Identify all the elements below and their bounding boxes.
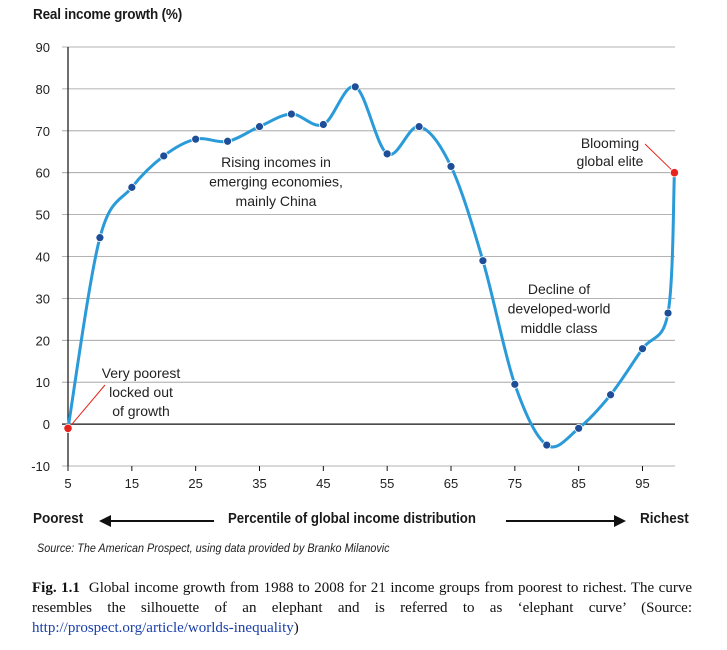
annotation-text: Decline of developed-world middle class	[508, 281, 611, 336]
y-axis-title: Real income growth (%)	[33, 6, 183, 23]
annotation-line: locked out	[109, 384, 173, 400]
x-tick-label: 35	[252, 476, 266, 491]
data-point	[542, 440, 552, 450]
richest-label: Richest	[640, 510, 689, 527]
data-point	[318, 120, 328, 129]
caption-text: Global income growth from 1988 to 2008 f…	[32, 580, 692, 616]
y-tick-label: 60	[36, 166, 50, 181]
source-link[interactable]: http://prospect.org/article/worlds-inequ…	[32, 620, 294, 636]
figure-caption: Fig. 1.1 Global income growth from 1988 …	[32, 578, 692, 638]
data-point	[127, 182, 137, 192]
figure-label: Fig. 1.1	[32, 580, 80, 596]
data-point	[95, 233, 105, 243]
x-tick-label: 5	[64, 476, 71, 491]
annotation-line: global elite	[577, 153, 644, 169]
data-point	[606, 390, 615, 400]
data-point	[382, 149, 392, 159]
x-tick-labels: 5 15 25 35 45 55 65 75 85 95	[64, 466, 650, 491]
annotations: Very poorest locked out of growth Rising in…	[102, 135, 644, 419]
data-point	[574, 423, 584, 433]
data-point	[191, 134, 201, 144]
y-tick-label: 10	[36, 375, 50, 390]
data-point	[414, 122, 424, 132]
data-point	[159, 151, 169, 161]
data-point	[287, 109, 296, 119]
y-tick-label: 80	[36, 82, 50, 97]
data-point	[510, 379, 520, 389]
annotation-line: emerging economies,	[209, 174, 343, 190]
highlight-point	[669, 168, 680, 178]
left-arrow-icon	[99, 515, 111, 527]
data-markers	[63, 82, 680, 450]
y-tick-label: 70	[36, 124, 50, 139]
annotation-text: Rising incomes in emerging economies, main…	[209, 154, 343, 209]
x-tick-label: 15	[125, 476, 139, 491]
annotation-line: developed-world	[508, 301, 611, 317]
elite-pointer-line	[644, 143, 672, 171]
highlight-point	[63, 423, 73, 433]
annotation-text: Very poorest locked out of growth	[102, 365, 181, 419]
source-note: Source: The American Prospect, using dat…	[37, 541, 390, 555]
poorest-label: Poorest	[33, 510, 84, 527]
x-axis-title-row: Poorest Percentile of global income dist…	[0, 508, 727, 530]
x-tick-label: 95	[635, 476, 649, 491]
y-tick-label: -10	[31, 459, 50, 474]
right-arrow-icon	[614, 515, 626, 527]
data-point	[663, 308, 673, 318]
caption-closing: )	[293, 620, 299, 636]
annotation-line: Blooming	[581, 135, 639, 151]
x-axis-title: Percentile of global income distribution	[228, 510, 476, 527]
data-point	[223, 136, 232, 146]
y-tick-label: 20	[36, 333, 50, 348]
data-point	[638, 344, 647, 354]
annotation-pointers	[70, 143, 672, 426]
data-point	[350, 82, 360, 92]
y-tick-labels: -10 0 10 20 30 40 50 60 70 80 90	[31, 40, 50, 474]
data-point	[255, 122, 264, 132]
chart-plot-area: -10 0 10 20 30 40 50 60 70 80 90 5 15 25 35 45 55 65 75 85…	[31, 40, 680, 491]
y-tick-label: 30	[36, 291, 50, 306]
y-tick-label: 40	[36, 250, 50, 265]
x-tick-label: 45	[316, 476, 330, 491]
right-arrow-line	[506, 520, 616, 522]
y-tick-label: 0	[43, 417, 50, 432]
annotation-line: Rising incomes in	[221, 154, 331, 170]
x-tick-label: 85	[571, 476, 585, 491]
x-tick-label: 65	[444, 476, 458, 491]
poorest-pointer-line	[70, 384, 106, 426]
grid-lines	[62, 46, 675, 467]
y-tick-label: 90	[36, 40, 50, 55]
x-tick-label: 55	[380, 476, 394, 491]
y-tick-label: 50	[36, 208, 50, 223]
left-arrow-line	[110, 520, 214, 522]
data-point	[478, 256, 488, 266]
annotation-line: Decline of	[528, 281, 590, 297]
annotation-line: Very poorest	[102, 365, 181, 381]
annotation-line: mainly China	[236, 193, 317, 209]
annotation-line: middle class	[520, 320, 597, 336]
x-tick-label: 25	[188, 476, 202, 491]
data-point	[446, 162, 456, 171]
annotation-line: of growth	[112, 403, 170, 419]
x-tick-label: 75	[508, 476, 522, 491]
annotation-text: Blooming global elite	[577, 135, 644, 169]
